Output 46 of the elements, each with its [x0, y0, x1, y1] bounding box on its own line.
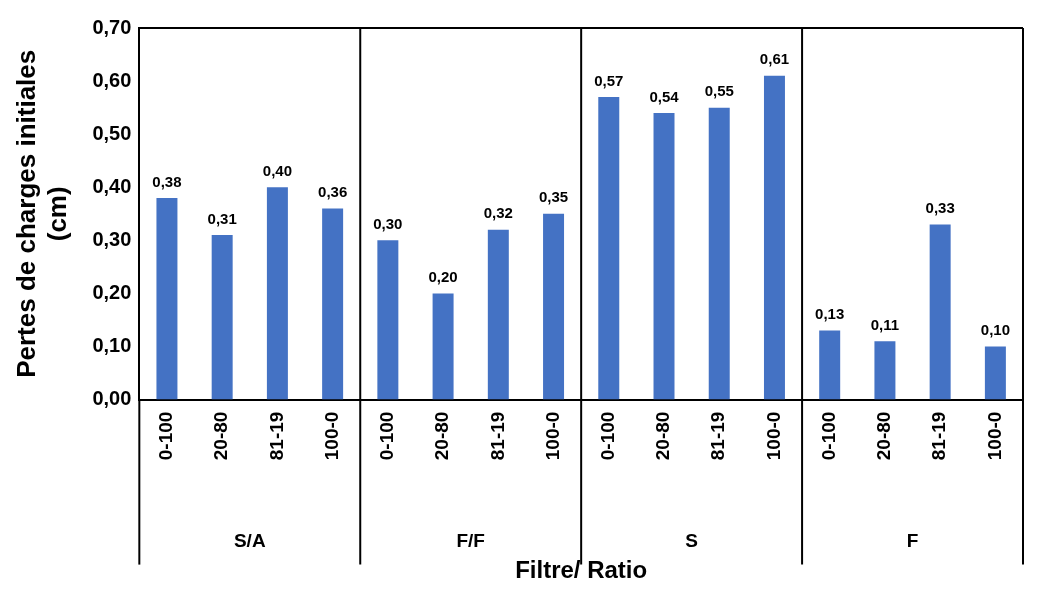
- text: S/A: [233, 529, 266, 551]
- data-label: 0,20: [428, 268, 458, 286]
- x-tick-label: 100-0: [541, 411, 563, 461]
- data-label: 0,38: [152, 172, 182, 190]
- x-tick-label: 20-80: [210, 411, 232, 461]
- y-axis-title: Pertes de charges initiales (cm): [10, 49, 72, 378]
- y-tick-label: 0,30: [92, 227, 132, 250]
- y-tick-label: 0,70: [92, 15, 132, 38]
- x-tick-label: 100-0: [762, 411, 784, 461]
- x-tick-label: 81-19: [486, 411, 508, 461]
- x-tick-label: 0-100: [376, 411, 398, 461]
- data-label: 0,54: [649, 87, 680, 105]
- data-label: 0,36: [318, 183, 348, 201]
- data-label: 0,11: [870, 315, 900, 333]
- x-tick-label: 20-80: [652, 411, 674, 461]
- x-tick-label: 100-0: [320, 411, 342, 461]
- x-tick-label: 0-100: [597, 411, 619, 461]
- y-tick-label: 0,50: [92, 121, 132, 144]
- data-label: 0,33: [925, 199, 955, 217]
- x-tick-label: 81-19: [265, 411, 287, 461]
- data-label: 0,31: [207, 209, 237, 227]
- y-tick-label: 0,10: [92, 334, 132, 357]
- y-tick-label: 0,00: [92, 387, 132, 410]
- x-tick-label: 20-80: [431, 411, 453, 461]
- y-tick-label: 0,20: [92, 280, 132, 303]
- data-label: 0,55: [704, 82, 734, 100]
- text: S: [685, 529, 698, 551]
- x-tick-label: 81-19: [707, 411, 729, 461]
- y-tick-label: 0,60: [92, 68, 132, 91]
- data-label: 0,32: [483, 204, 513, 222]
- text: F: [906, 529, 919, 551]
- data-label: 0,57: [594, 71, 624, 89]
- data-label: 0,13: [815, 305, 845, 323]
- data-label: 0,40: [262, 161, 292, 179]
- x-tick-label: 0-100: [155, 411, 177, 461]
- x-tick-label: 20-80: [873, 411, 895, 461]
- x-tick-label: 100-0: [983, 411, 1005, 461]
- x-tick-label: 81-19: [928, 411, 950, 461]
- data-label: 0,10: [980, 321, 1010, 339]
- data-label: 0,61: [759, 50, 790, 68]
- x-axis-title: Filtre/ Ratio: [515, 556, 648, 584]
- y-tick-label: 0,40: [92, 174, 132, 197]
- data-label: 0,30: [373, 214, 403, 232]
- data-label: 0,35: [538, 188, 569, 206]
- x-tick-label: 0-100: [817, 411, 839, 461]
- text: F/F: [456, 529, 485, 551]
